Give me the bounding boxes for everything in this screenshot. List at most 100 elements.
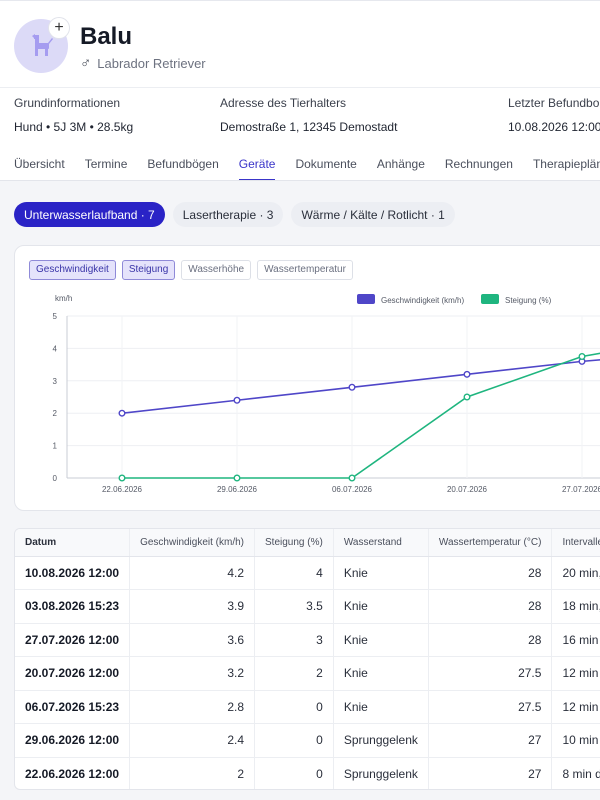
column-header[interactable]: Intervalle [551, 529, 600, 557]
column-header[interactable]: Wasserstand [333, 529, 429, 557]
table-cell: 3.6 [129, 623, 256, 657]
y-tick-label: 3 [53, 377, 58, 386]
table-cell: 8 min durc [551, 757, 600, 789]
column-header[interactable]: Datum [15, 529, 131, 557]
y-axis-label: km/h [55, 294, 72, 303]
data-point [348, 383, 356, 391]
table-cell: 03.08.2026 15:23 [15, 589, 131, 624]
y-tick-label: 4 [53, 344, 58, 353]
divider [0, 180, 600, 181]
column-header[interactable]: Geschwindigkeit (km/h) [129, 529, 256, 557]
table-cell: 27.5 [428, 656, 553, 691]
device-chip-unterwasserlaufband[interactable]: Unterwasserlaufband · 7 [14, 202, 165, 227]
table-cell: 0 [254, 690, 334, 724]
patient-subtitle: ♂ Labrador Retriever [80, 55, 206, 72]
table-cell: 20.07.2026 12:00 [15, 656, 131, 691]
table-cell: 2 [129, 757, 256, 789]
info-address-value: Demostraße 1, 12345 Demostadt [220, 120, 398, 134]
info-last-label: Letzter Befundbo [508, 96, 600, 110]
table-cell: 29.06.2026 12:00 [15, 723, 131, 758]
x-tick-label: 29.06.2026 [217, 485, 258, 494]
filter-wasserhoehe[interactable]: Wasserhöhe [181, 260, 252, 280]
patient-header: + Balu ♂ Labrador Retriever Grundinforma… [0, 0, 600, 181]
data-point [233, 396, 241, 404]
y-tick-label: 1 [53, 442, 58, 451]
tab-dokumente[interactable]: Dokumente [295, 157, 357, 171]
legend-swatch [357, 294, 375, 304]
y-tick-label: 2 [53, 409, 58, 418]
tab-geraete[interactable]: Geräte [238, 151, 276, 181]
divider [0, 87, 600, 88]
table-cell: 06.07.2026 15:23 [15, 690, 131, 724]
table-cell: 22.06.2026 12:00 [15, 757, 131, 789]
table-cell: 10 min Sch [551, 723, 600, 758]
data-point [463, 370, 471, 378]
filter-steigung[interactable]: Steigung [121, 260, 176, 280]
series-line [122, 352, 600, 479]
table-cell: Sprunggelenk [333, 757, 429, 789]
table-cell: 0 [254, 757, 334, 789]
table-cell: Knie [333, 623, 429, 657]
legend-label: Steigung (%) [505, 296, 552, 305]
data-point [348, 474, 356, 482]
table-row[interactable]: 29.06.2026 12:00 2.4 0 Sprunggelenk 27 10 min… [15, 723, 600, 758]
tab-anhaenge[interactable]: Anhänge [376, 157, 425, 171]
table-cell: 27.07.2026 12:00 [15, 623, 131, 657]
male-icon: ♂ [80, 55, 92, 72]
table-cell: 4 [254, 556, 334, 590]
table-cell: 20 min, 3× [551, 556, 600, 590]
table-header-row: Datum Geschwindigkeit (km/h) Steigung (%… [15, 529, 600, 557]
table-cell: 16 min Sch [551, 623, 600, 657]
chart-card: Geschwindigkeit Steigung Wasserhöhe Wass… [14, 245, 600, 511]
info-address-label: Adresse des Tierhalters [220, 96, 347, 110]
tab-uebersicht[interactable]: Übersicht [14, 157, 65, 171]
tab-rechnungen[interactable]: Rechnungen [444, 157, 513, 171]
add-photo-button[interactable]: + [48, 17, 70, 39]
table-cell: 3 [254, 623, 334, 657]
table-cell: 0 [254, 723, 334, 758]
table-cell: 12 min Sch [551, 690, 600, 724]
x-tick-label: 27.07.2026 [562, 485, 600, 494]
series-line [121, 359, 600, 414]
info-last-report: Letzter Befundbo 10.08.2026 12:00 U [508, 96, 600, 134]
x-tick-label: 22.06.2026 [102, 485, 143, 494]
y-tick-label: 0 [53, 474, 58, 483]
tab-termine[interactable]: Termine [84, 157, 128, 171]
column-header[interactable]: Steigung (%) [254, 529, 334, 557]
info-basic-value: Hund • 5J 3M • 28.5kg [14, 120, 134, 134]
sessions-table-card: Datum Geschwindigkeit (km/h) Steigung (%… [14, 528, 600, 790]
sessions-table: Datum Geschwindigkeit (km/h) Steigung (%… [15, 529, 600, 789]
info-address: Adresse des Tierhalters Demostraße 1, 12… [220, 96, 397, 134]
info-last-value: 10.08.2026 12:00 U [508, 120, 600, 134]
filter-geschwindigkeit[interactable]: Geschwindigkeit [29, 260, 116, 280]
filter-wassertemperatur[interactable]: Wassertemperatur [257, 260, 353, 280]
tab-therapieplaene[interactable]: Therapiepläne [532, 157, 600, 171]
table-cell: Knie [333, 690, 429, 724]
table-cell: 18 min, da [551, 589, 600, 624]
tab-befundboegen[interactable]: Befundbögen [147, 157, 219, 171]
table-cell: Knie [333, 656, 429, 691]
y-tick-label: 5 [53, 312, 58, 321]
table-cell: Sprunggelenk [333, 723, 429, 758]
metric-filters: Geschwindigkeit Steigung Wasserhöhe Wass… [29, 260, 353, 280]
device-chip-lasertherapie[interactable]: Lasertherapie · 3 [172, 202, 284, 227]
table-cell: 10.08.2026 12:00 [15, 556, 131, 590]
data-point [463, 393, 471, 401]
table-cell: Knie [333, 556, 429, 590]
data-point [118, 409, 126, 417]
table-cell: 27.5 [428, 690, 553, 724]
x-tick-label: 06.07.2026 [332, 485, 373, 494]
progress-chart: 0 1 2 3 4 5 km/h 22.06.2026 29.06.2026 06.07.2026… [53, 294, 600, 494]
legend-swatch [481, 294, 499, 304]
table-cell: 27 [428, 757, 553, 789]
table-cell: 28 [428, 556, 553, 590]
column-header[interactable]: Wassertemperatur (°C) [428, 529, 553, 557]
device-chip-waerme-kaelte[interactable]: Wärme / Kälte / Rotlicht · 1 [291, 202, 455, 227]
info-basic: Grundinformationen Hund • 5J 3M • 28.5kg [14, 96, 133, 134]
